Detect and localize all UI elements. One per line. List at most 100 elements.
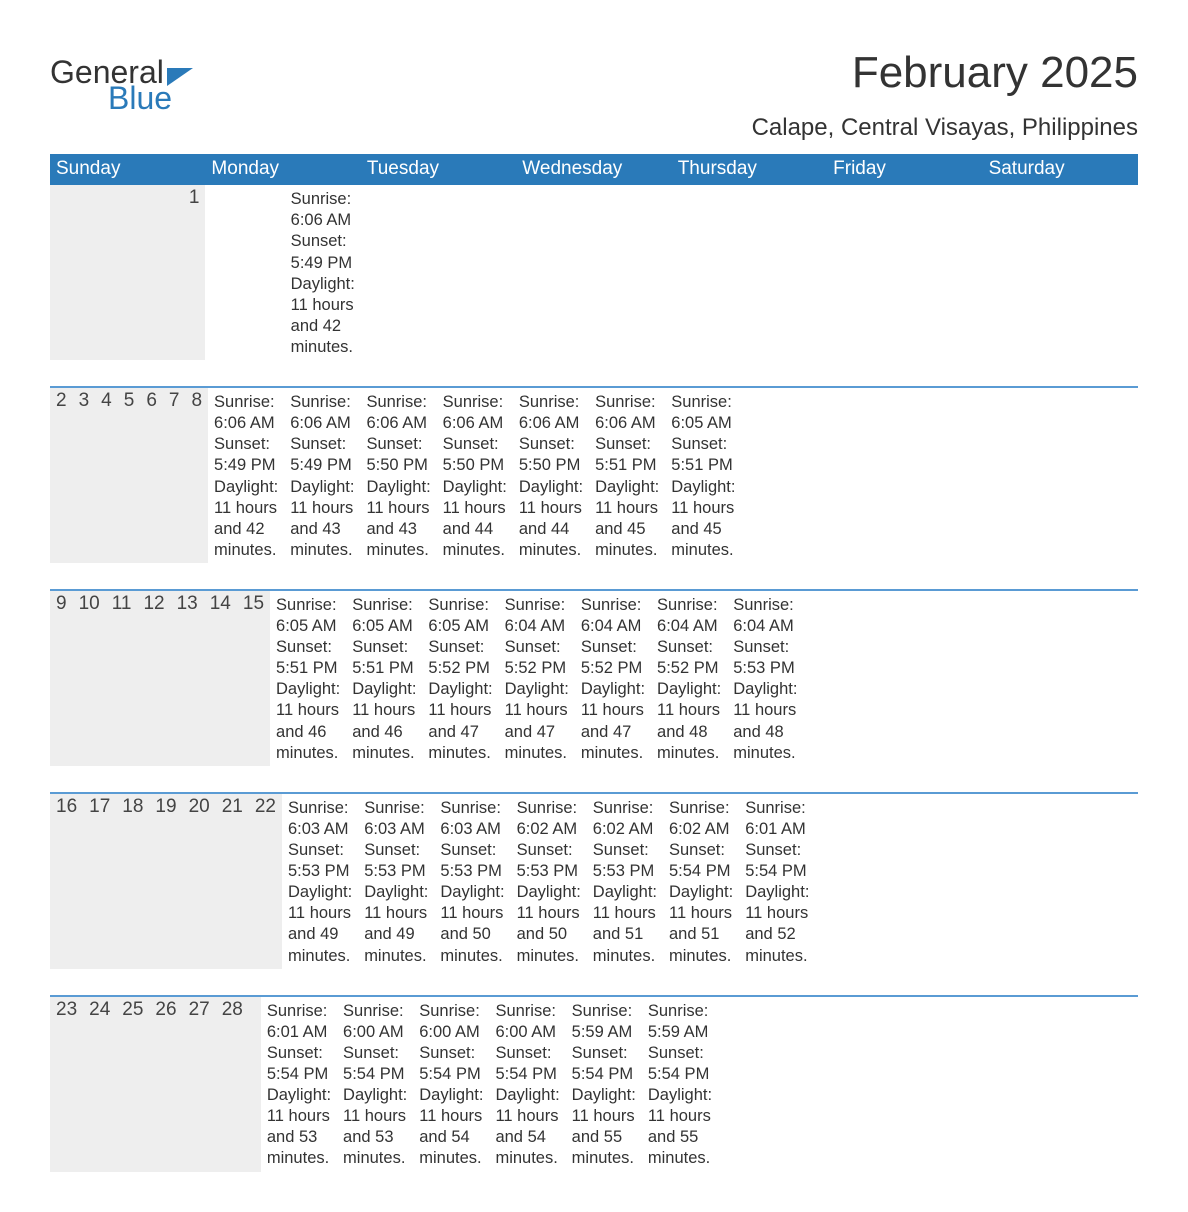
sunrise-text: Sunrise: 6:02 AM <box>669 798 733 840</box>
day-content: Sunrise: 5:59 AMSunset: 5:54 PMDaylight:… <box>642 997 718 1172</box>
day-number: 26 <box>149 997 182 1172</box>
daylight-text-2: and 51 minutes. <box>593 924 657 966</box>
day-number: 21 <box>216 794 249 969</box>
daylight-text-1: Daylight: 11 hours <box>745 882 809 924</box>
day-content <box>205 185 218 360</box>
daylight-text-2: and 47 minutes. <box>428 722 492 764</box>
sunrise-text: Sunrise: 6:02 AM <box>517 798 581 840</box>
daylight-text-1: Daylight: 11 hours <box>733 679 797 721</box>
day-number: 27 <box>183 997 216 1172</box>
day-number: 7 <box>163 388 186 563</box>
daylight-text-2: and 44 minutes. <box>443 519 507 561</box>
day-content: Sunrise: 6:00 AMSunset: 5:54 PMDaylight:… <box>489 997 565 1172</box>
daylight-text-2: and 46 minutes. <box>276 722 340 764</box>
day-content: Sunrise: 6:06 AMSunset: 5:49 PMDaylight:… <box>285 185 361 360</box>
day-number <box>249 997 261 1172</box>
sunrise-text: Sunrise: 5:59 AM <box>648 1001 712 1043</box>
month-title: February 2025 <box>752 50 1138 96</box>
daylight-text-1: Daylight: 11 hours <box>505 679 569 721</box>
day-number <box>161 185 183 360</box>
header-row: General Blue February 2025 Calape, Centr… <box>50 50 1138 148</box>
daylight-text-1: Daylight: 11 hours <box>419 1085 483 1127</box>
week-spacer <box>50 563 1138 589</box>
sunrise-text: Sunrise: 6:06 AM <box>519 392 583 434</box>
daylight-text-2: and 52 minutes. <box>745 924 809 966</box>
daylight-text-1: Daylight: 11 hours <box>593 882 657 924</box>
calendar-page: General Blue February 2025 Calape, Centr… <box>0 0 1188 1212</box>
week-spacer <box>50 969 1138 995</box>
day-content: Sunrise: 6:03 AMSunset: 5:53 PMDaylight:… <box>434 794 510 969</box>
day-content: Sunrise: 6:05 AMSunset: 5:52 PMDaylight:… <box>422 591 498 766</box>
daylight-text-1: Daylight: 11 hours <box>352 679 416 721</box>
weekday-header-cell: Sunday <box>50 154 205 185</box>
sunset-text: Sunset: 5:52 PM <box>581 637 645 679</box>
sunset-text: Sunset: 5:52 PM <box>657 637 721 679</box>
daylight-text-1: Daylight: 11 hours <box>267 1085 331 1127</box>
logo: General Blue <box>50 50 193 114</box>
sunrise-text: Sunrise: 6:04 AM <box>657 595 721 637</box>
day-number: 4 <box>95 388 118 563</box>
daylight-text-1: Daylight: 11 hours <box>519 477 583 519</box>
daylight-text-2: and 47 minutes. <box>505 722 569 764</box>
calendar-week: 232425262728Sunrise: 6:01 AMSunset: 5:54… <box>50 995 1138 1172</box>
logo-text-blue: Blue <box>108 82 193 114</box>
day-content <box>271 185 284 360</box>
daylight-text-1: Daylight: 11 hours <box>276 679 340 721</box>
daylight-text-2: and 42 minutes. <box>291 316 355 358</box>
daylight-text-1: Daylight: 11 hours <box>343 1085 407 1127</box>
sunset-text: Sunset: 5:52 PM <box>505 637 569 679</box>
day-number-strip: 16171819202122 <box>50 794 282 969</box>
day-number: 22 <box>249 794 282 969</box>
daylight-text-2: and 43 minutes. <box>366 519 430 561</box>
daylight-text-1: Daylight: 11 hours <box>657 679 721 721</box>
day-number: 16 <box>50 794 83 969</box>
day-content-strip: Sunrise: 6:05 AMSunset: 5:51 PMDaylight:… <box>270 591 803 766</box>
day-content: Sunrise: 6:06 AMSunset: 5:49 PMDaylight:… <box>284 388 360 563</box>
sunset-text: Sunset: 5:54 PM <box>343 1043 407 1085</box>
day-number: 12 <box>137 591 170 766</box>
calendar-week: 9101112131415Sunrise: 6:05 AMSunset: 5:5… <box>50 589 1138 766</box>
weekday-header-cell: Friday <box>827 154 982 185</box>
weekday-header-cell: Saturday <box>983 154 1138 185</box>
daylight-text-1: Daylight: 11 hours <box>581 679 645 721</box>
daylight-text-2: and 44 minutes. <box>519 519 583 561</box>
location-subtitle: Calape, Central Visayas, Philippines <box>752 114 1138 142</box>
sunset-text: Sunset: 5:51 PM <box>595 434 659 476</box>
sunrise-text: Sunrise: 6:03 AM <box>364 798 428 840</box>
sunrise-text: Sunrise: 6:04 AM <box>581 595 645 637</box>
day-content: Sunrise: 6:06 AMSunset: 5:50 PMDaylight:… <box>437 388 513 563</box>
daylight-text-2: and 50 minutes. <box>440 924 504 966</box>
daylight-text-1: Daylight: 11 hours <box>366 477 430 519</box>
day-number-strip: 232425262728 <box>50 997 261 1172</box>
day-number: 2 <box>50 388 73 563</box>
day-content: Sunrise: 6:03 AMSunset: 5:53 PMDaylight:… <box>358 794 434 969</box>
day-number: 15 <box>237 591 270 766</box>
sunrise-text: Sunrise: 6:04 AM <box>505 595 569 637</box>
day-number: 18 <box>116 794 149 969</box>
day-content-strip: Sunrise: 6:03 AMSunset: 5:53 PMDaylight:… <box>282 794 815 969</box>
day-content-strip: Sunrise: 6:06 AMSunset: 5:49 PMDaylight:… <box>205 185 360 360</box>
sunset-text: Sunset: 5:52 PM <box>428 637 492 679</box>
day-number: 3 <box>73 388 96 563</box>
sunrise-text: Sunrise: 6:03 AM <box>440 798 504 840</box>
title-block: February 2025 Calape, Central Visayas, P… <box>752 50 1138 148</box>
day-content <box>258 185 271 360</box>
day-number: 6 <box>140 388 163 563</box>
day-content: Sunrise: 6:04 AMSunset: 5:53 PMDaylight:… <box>727 591 803 766</box>
sunrise-text: Sunrise: 6:06 AM <box>214 392 278 434</box>
daylight-text-2: and 55 minutes. <box>572 1127 636 1169</box>
day-content <box>245 185 258 360</box>
day-content: Sunrise: 6:06 AMSunset: 5:50 PMDaylight:… <box>513 388 589 563</box>
sunset-text: Sunset: 5:53 PM <box>593 840 657 882</box>
day-number: 10 <box>73 591 106 766</box>
daylight-text-2: and 47 minutes. <box>581 722 645 764</box>
sunset-text: Sunset: 5:50 PM <box>443 434 507 476</box>
daylight-text-1: Daylight: 11 hours <box>495 1085 559 1127</box>
calendar-week: 1Sunrise: 6:06 AMSunset: 5:49 PMDaylight… <box>50 185 1138 360</box>
daylight-text-2: and 54 minutes. <box>419 1127 483 1169</box>
sunset-text: Sunset: 5:54 PM <box>648 1043 712 1085</box>
sunset-text: Sunset: 5:53 PM <box>364 840 428 882</box>
day-number <box>50 185 72 360</box>
sunset-text: Sunset: 5:51 PM <box>671 434 735 476</box>
sunrise-text: Sunrise: 6:06 AM <box>595 392 659 434</box>
